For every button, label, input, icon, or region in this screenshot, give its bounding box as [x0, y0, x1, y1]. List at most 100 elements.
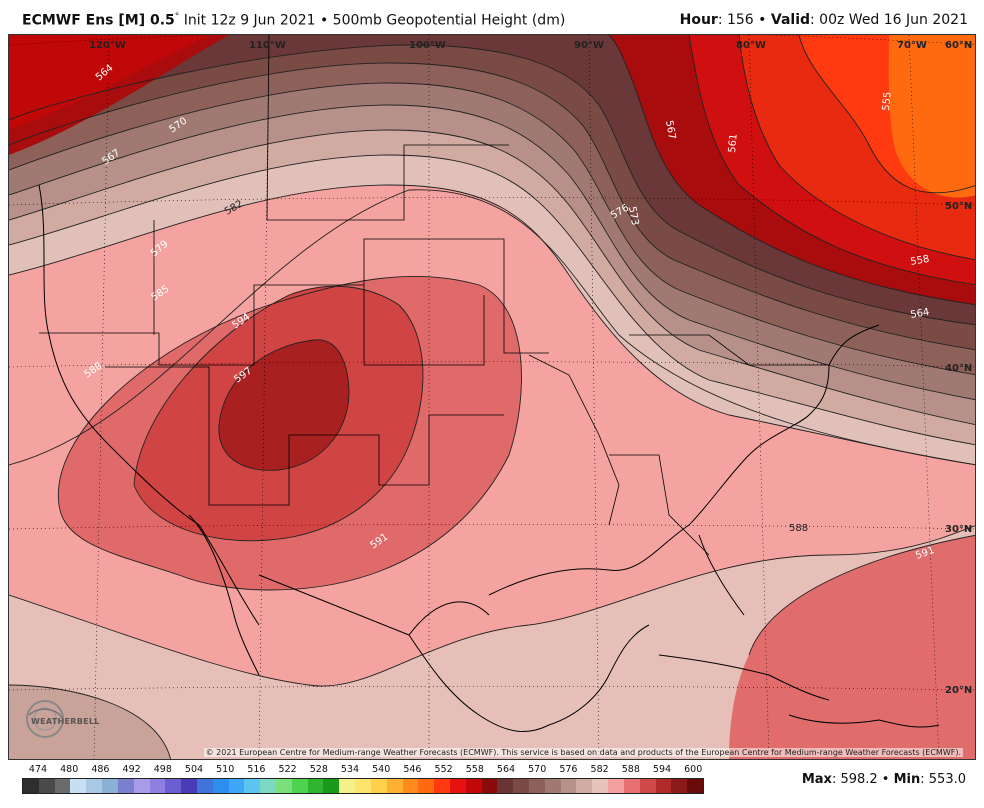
latitude-labels: 60°N 50°N 40°N 30°N 20°N [945, 40, 972, 696]
colorbar-tick-label: 528 [309, 764, 328, 775]
contour-585 [9, 184, 975, 466]
colorbar-swatch [639, 779, 656, 793]
contour-564 [608, 35, 975, 306]
colorbar-tick-label: 486 [91, 764, 110, 775]
lat-label: 40°N [945, 363, 972, 374]
colorbar-swatch [481, 779, 498, 793]
weather-map: 120°W 110°W 100°W 90°W 80°W 70°W 60°N 50… [8, 34, 976, 760]
contour-lines [9, 35, 975, 759]
lon-label: 80°W [736, 40, 766, 51]
max-label: Max [801, 772, 832, 787]
colorbar-swatch [86, 779, 103, 793]
contour-582 [9, 154, 975, 446]
colorbar-swatch [497, 779, 514, 793]
colorbar-tick-label: 564 [496, 764, 516, 775]
lon-label: 90°W [574, 40, 604, 51]
colorbar-tick-label: 558 [465, 764, 484, 775]
degree-symbol: ° [174, 12, 180, 22]
contour-573 [9, 82, 975, 376]
colorbar-swatch [339, 779, 356, 793]
colorbar-swatch [70, 779, 87, 793]
colorbar-tick-label: 522 [278, 764, 297, 775]
contour-value-label: 555 [881, 91, 894, 111]
contour-579 [9, 129, 975, 426]
colorbar-swatch [196, 779, 213, 793]
colorbar-swatch [102, 779, 118, 793]
weatherbell-logo: WEATHERBELL [23, 695, 99, 741]
colorbar-swatch [38, 779, 55, 793]
colorbar-swatch [323, 779, 340, 793]
colorbar-swatch [165, 779, 182, 793]
colorbar-swatch [560, 779, 577, 793]
field-zone-597-ridge [218, 339, 349, 471]
contour-value-label: 564 [910, 307, 931, 321]
contour-561 [688, 35, 975, 286]
min-value: : 553.0 [920, 772, 966, 787]
hour-label: Hour [679, 12, 718, 28]
colorbar-swatch [576, 779, 593, 793]
field-zone-553-low [888, 35, 975, 198]
contour-value-label: 567 [663, 120, 677, 141]
colorbar-swatch [434, 779, 450, 793]
lon-label: 110°W [249, 40, 286, 51]
colorbar-tick-label: 582 [590, 764, 609, 775]
colorbar-tick-label: 576 [559, 764, 578, 775]
colorbar-swatch [23, 779, 39, 793]
contour-570 [9, 62, 975, 351]
field-zone-564-west [9, 35, 209, 130]
lat-label: 50°N [945, 201, 972, 212]
weatherbell-logo-icon [26, 700, 64, 738]
header: ECMWF Ens [M] 0.5° Init 12z 9 Jun 2021 •… [0, 0, 984, 34]
colorbar-tick-label: 504 [184, 764, 204, 775]
colorbar-swatch [133, 779, 150, 793]
contour-597 [218, 339, 350, 471]
min-label: Min [893, 772, 921, 787]
colorbar-swatch [592, 779, 609, 793]
contour-588 [9, 189, 975, 466]
contour-555 [798, 35, 975, 194]
colorbar-tick-label: 480 [60, 764, 79, 775]
colorbar-tick-label: 492 [122, 764, 141, 775]
colorbar-tick-label: 552 [434, 764, 453, 775]
colorbar-tick-label: 534 [340, 764, 360, 775]
lon-label: 70°W [897, 40, 927, 51]
colorbar-swatch [671, 779, 688, 793]
state-borders [39, 35, 829, 556]
colorbar-swatch [212, 779, 229, 793]
colorbar-swatch [465, 779, 482, 793]
colorbar-tick-label: 594 [652, 764, 672, 775]
colorbar-swatch [402, 779, 419, 793]
colorbar-tick-label: 474 [28, 764, 48, 775]
contour-value-label: 573 [626, 206, 640, 227]
colorbar-swatch [307, 779, 324, 793]
contour-value-label: 558 [910, 254, 931, 268]
colorbar-tick-label: 498 [153, 764, 172, 775]
contour-567 [9, 44, 975, 326]
colorbar-tick-label: 516 [247, 764, 266, 775]
max-value: : 598.2 • [831, 772, 894, 787]
lat-label: 60°N [945, 40, 972, 51]
colorbar-tick-label: 588 [621, 764, 640, 775]
valid-label: Valid [770, 12, 811, 28]
field-zone-sw-corner [9, 685, 171, 759]
colorbar-swatch [276, 779, 292, 793]
contour-558 [738, 35, 975, 261]
colorbar-swatch [655, 779, 672, 793]
colorbar-swatch [291, 779, 308, 793]
colorbar-tick-label: 546 [403, 764, 422, 775]
max-min-readout: Max: 598.2 • Min: 553.0 [802, 772, 966, 787]
graticule [9, 35, 975, 759]
colorbar-swatch [181, 779, 197, 793]
valid-info: Hour: 156 • Valid: 00z Wed 16 Jun 2021 [680, 12, 968, 28]
field-zone-591-caribbean [729, 535, 975, 759]
lon-label: 120°W [89, 40, 126, 51]
contour-sw-corner [9, 684, 171, 759]
init-text: Init 12z 9 Jun 2021 • 500mb Geopotential… [179, 12, 566, 29]
colorbar-tick-label: 540 [372, 764, 391, 775]
colorbar-swatch [386, 779, 403, 793]
lat-label: 20°N [945, 685, 972, 696]
colorbar: 474 480 486 492 498 504 510 516 522 528 534 540 546 5… [22, 764, 704, 804]
colorbar-swatch [54, 779, 71, 793]
colorbar-swatch [244, 779, 261, 793]
contour-588-south [9, 525, 975, 687]
